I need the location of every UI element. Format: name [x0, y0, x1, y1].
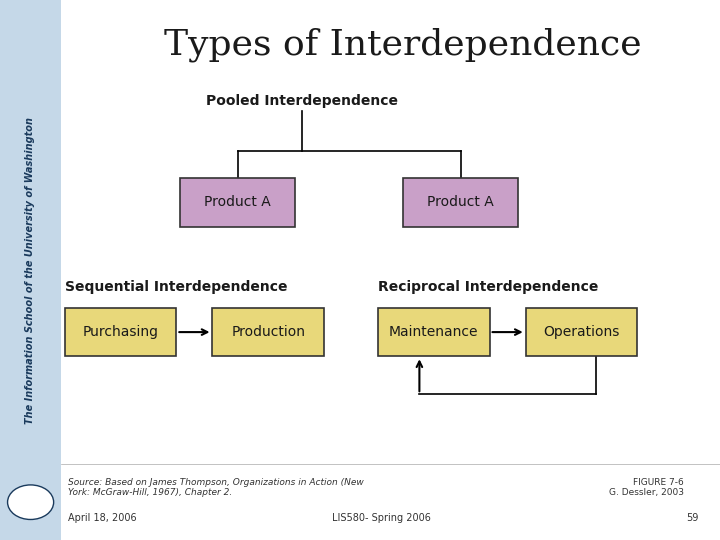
Text: Production: Production: [231, 325, 305, 339]
Text: Pooled Interdependence: Pooled Interdependence: [207, 94, 398, 108]
Text: April 18, 2006: April 18, 2006: [68, 514, 137, 523]
FancyBboxPatch shape: [378, 308, 490, 356]
FancyBboxPatch shape: [212, 308, 324, 356]
Text: Source: Based on James Thompson, Organizations in Action (New
York: McGraw-Hill,: Source: Based on James Thompson, Organiz…: [68, 478, 364, 497]
FancyBboxPatch shape: [65, 308, 176, 356]
Bar: [0, 0, 61, 540]
Text: FIGURE 7-6
G. Dessler, 2003: FIGURE 7-6 G. Dessler, 2003: [609, 478, 684, 497]
Text: Product A: Product A: [204, 195, 271, 210]
Text: Maintenance: Maintenance: [389, 325, 479, 339]
Text: Reciprocal Interdependence: Reciprocal Interdependence: [378, 280, 598, 294]
Text: Product A: Product A: [428, 195, 494, 210]
FancyBboxPatch shape: [526, 308, 637, 356]
Text: The Information School of the University of Washington: The Information School of the University…: [25, 117, 35, 423]
Text: Sequential Interdependence: Sequential Interdependence: [65, 280, 287, 294]
Text: LIS580- Spring 2006: LIS580- Spring 2006: [332, 514, 431, 523]
FancyBboxPatch shape: [403, 178, 518, 227]
Text: Operations: Operations: [543, 325, 620, 339]
Text: Types of Interdependence: Types of Interdependence: [164, 27, 642, 62]
Text: Purchasing: Purchasing: [83, 325, 158, 339]
Circle shape: [8, 485, 53, 519]
Text: 59: 59: [686, 514, 698, 523]
FancyBboxPatch shape: [180, 178, 295, 227]
